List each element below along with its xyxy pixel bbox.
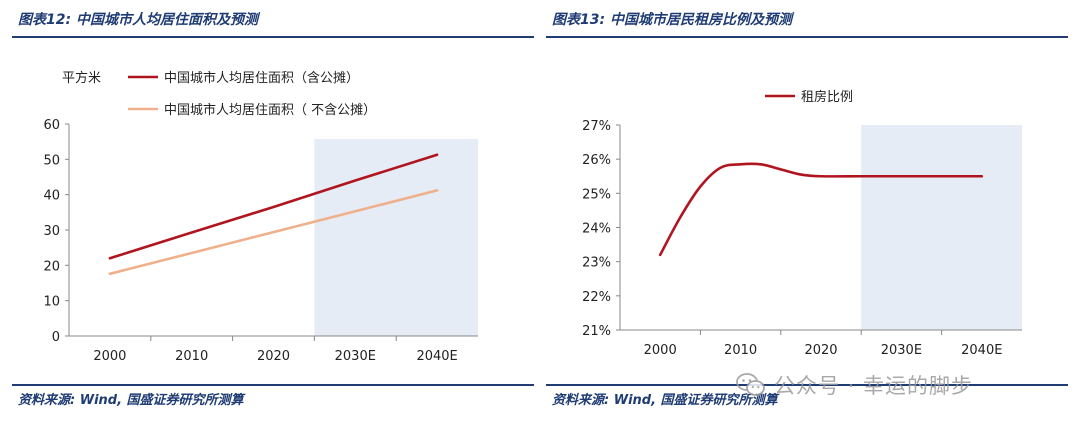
y-tick-label: 24% [582,222,611,237]
y-tick-label: 20 [43,259,60,274]
y-tick-label: 0 [52,330,60,345]
left-source-rule [12,384,534,386]
y-tick-label: 23% [582,256,611,271]
right-line-chart: 21% 22% 23% 24% 25% 26% 27% 2000 2010 2020 2030E 20… [582,89,1022,358]
left-chart-title: 图表12: 中国城市人均居住面积及预测 [18,12,258,28]
x-tick-label: 2040E [961,343,1002,358]
legend-label-1: 中国城市人均居住面积（ 不含公摊） [164,102,376,118]
legend-label-0: 中国城市人均居住面积（含公摊） [164,70,359,86]
x-tick-label: 2030E [335,349,376,364]
right-source-rule [546,384,1068,386]
watermark-text: 公众号 · 幸运的脚步 [774,374,974,398]
wechat-icon [736,373,765,396]
x-tick-label: 2030E [881,343,922,358]
right-source-note: 资料来源: Wind, 国盛证券研究所测算 [552,393,778,408]
y-tick-label: 40 [43,189,60,204]
y-tick-label: 30 [43,224,60,239]
y-tick-label: 10 [43,295,60,310]
legend-label-0: 租房比例 [801,89,853,105]
left-line-chart: 0 10 20 30 40 50 60 2000 2010 2020 2030E 2040E 中国城市人… [43,70,478,364]
forecast-band [861,125,1022,330]
x-tick-label: 2000 [93,349,126,364]
y-tick-label: 27% [582,119,611,134]
watermark: 公众号 · 幸运的脚步 [736,368,1056,402]
right-chart-panel: 图表13: 中国城市居民租房比例及预测 21% 22% 23% 24% 25% 26% 27… [546,0,1068,427]
x-tick-label: 2010 [724,343,757,358]
y-unit-label: 平方米 [62,70,101,86]
forecast-band [314,139,478,336]
y-tick-label: 60 [43,118,60,133]
series-line-0 [108,153,439,260]
x-tick-label: 2020 [257,349,290,364]
x-tick-label: 2010 [175,349,208,364]
x-tick-label: 2000 [644,343,677,358]
y-tick-label: 50 [43,153,60,168]
y-tick-label: 22% [582,290,611,305]
left-title-rule [12,36,534,38]
series-line-1 [108,189,439,276]
left-source-note: 资料来源: Wind, 国盛证券研究所测算 [18,393,244,408]
x-tick-label: 2040E [416,349,457,364]
right-title-rule [546,36,1068,38]
left-chart-panel: 图表12: 中国城市人均居住面积及预测 0 10 20 30 40 50 60 2000 201… [12,0,534,427]
x-tick-label: 2020 [804,343,837,358]
y-tick-label: 21% [582,324,611,339]
y-tick-label: 26% [582,153,611,168]
series-line-0 [658,162,984,257]
right-chart-title: 图表13: 中国城市居民租房比例及预测 [552,12,792,28]
y-tick-label: 25% [582,187,611,202]
